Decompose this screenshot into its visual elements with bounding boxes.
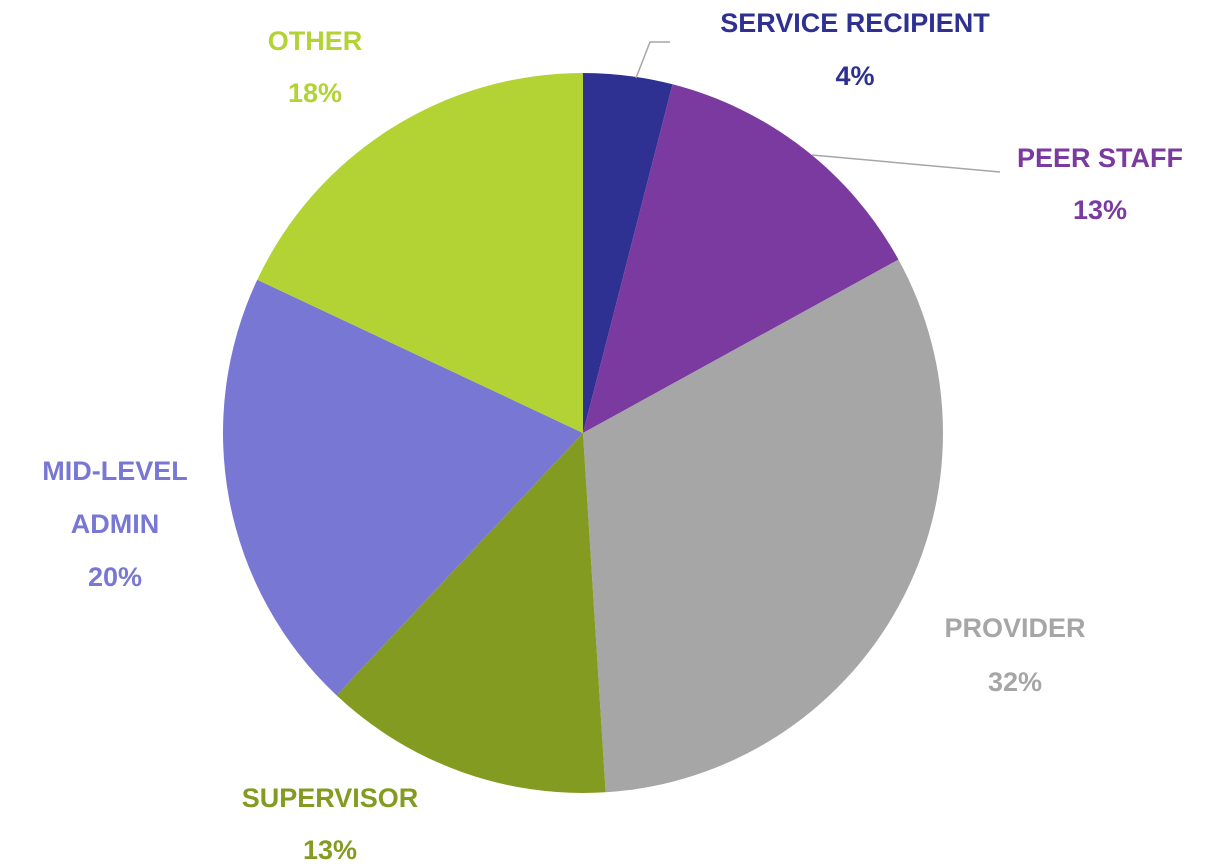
- pie-slice: [583, 259, 943, 793]
- label-line: MID-LEVEL: [42, 456, 188, 486]
- slice-value: 13%: [303, 835, 357, 865]
- slice-value: 13%: [1073, 195, 1127, 225]
- pie-slice: [223, 279, 584, 696]
- slice-label: OTHER: [268, 26, 363, 56]
- label-line: ADMIN: [71, 509, 160, 539]
- leader-line: [811, 154, 1001, 173]
- slice-label: SERVICE RECIPIENT: [720, 8, 990, 38]
- slice-value: 20%: [88, 562, 142, 592]
- leader-line: [635, 41, 670, 79]
- pie-slice: [583, 73, 673, 433]
- slice-value: 4%: [835, 61, 874, 91]
- slice-label: PEER STAFF: [1017, 143, 1183, 173]
- slice-label: MID-LEVEL ADMIN: [42, 456, 188, 539]
- pie-slice: [583, 84, 899, 433]
- slice-value: 32%: [988, 667, 1042, 697]
- slice-label: SUPERVISOR: [242, 783, 419, 813]
- pie-slice: [257, 73, 583, 433]
- pie-slice: [336, 433, 606, 793]
- slice-label: PROVIDER: [944, 613, 1085, 643]
- slice-value: 18%: [288, 78, 342, 108]
